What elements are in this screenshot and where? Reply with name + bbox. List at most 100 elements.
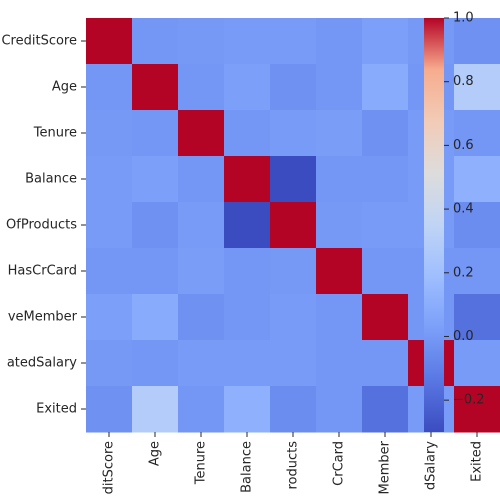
y-tick-label: atedSalary	[7, 356, 77, 371]
y-tick-label: veMember	[8, 310, 78, 325]
heatmap-cell	[454, 202, 500, 249]
heatmap-cell	[454, 340, 500, 387]
heatmap-cell	[132, 386, 179, 433]
y-axis: CreditScore Age Tenure Balance OfProducts Has…	[1, 34, 86, 417]
heatmap-cell	[316, 156, 363, 203]
heatmap-cell	[86, 386, 133, 433]
heatmap-cell	[270, 386, 317, 433]
colorbar-tick-label: 1.0	[453, 11, 474, 26]
x-tick-label: ditScore	[102, 441, 117, 494]
heatmap-cell	[86, 64, 133, 111]
y-tick-label: Age	[52, 80, 77, 95]
heatmap-cell	[316, 386, 363, 433]
heatmap-cell	[270, 18, 317, 65]
heatmap-cell	[362, 64, 409, 111]
heatmap-cell	[224, 156, 271, 203]
heatmap-cell	[270, 202, 317, 249]
x-tick-label: Tenure	[194, 441, 209, 485]
heatmap-cell	[132, 18, 179, 65]
heatmap-cell	[224, 202, 271, 249]
heatmap-cell	[362, 248, 409, 295]
heatmap-cell	[224, 110, 271, 157]
heatmap-cell	[362, 110, 409, 157]
heatmap-cell	[454, 110, 500, 157]
heatmap-cell	[362, 202, 409, 249]
heatmap-cell	[86, 110, 133, 157]
heatmap-cell	[270, 156, 317, 203]
heatmap-cell	[270, 64, 317, 111]
heatmap-cell	[362, 18, 409, 65]
heatmap-cell	[270, 248, 317, 295]
heatmap-cell	[454, 64, 500, 111]
heatmap-cell	[454, 294, 500, 341]
heatmap-cell	[86, 248, 133, 295]
heatmap-cell	[224, 294, 271, 341]
heatmap-cell	[316, 64, 363, 111]
colorbar-tick-label: 0.2	[453, 265, 474, 280]
heatmap-cell	[178, 294, 225, 341]
heatmap-cell	[316, 110, 363, 157]
heatmap-cell	[132, 248, 179, 295]
heatmap-cell	[316, 340, 363, 387]
heatmap-cell	[224, 386, 271, 433]
heatmap-cell	[86, 202, 133, 249]
colorbar-ticks: −0.2 0.0 0.2 0.4 0.6 0.8 1.0	[444, 11, 485, 408]
heatmap-cell	[454, 18, 500, 65]
heatmap-cell	[132, 202, 179, 249]
heatmap-cell	[454, 386, 500, 433]
x-tick-label: Age	[148, 441, 163, 466]
colorbar-tick-label: 0.0	[453, 329, 474, 344]
heatmap-cell	[178, 202, 225, 249]
colorbar	[424, 18, 444, 432]
heatmap-cell	[178, 340, 225, 387]
x-axis: ditScore Age Tenure Balance roducts CrCard Mem…	[102, 432, 485, 494]
x-tick-label: dSalary	[424, 441, 439, 490]
x-tick-label: Exited	[470, 441, 485, 482]
heatmap-cell	[86, 18, 133, 65]
heatmap-cell	[178, 110, 225, 157]
y-tick-label: HasCrCard	[8, 264, 77, 279]
heatmap-cell	[454, 248, 500, 295]
heatmap-cell	[316, 18, 363, 65]
colorbar-tick-label: 0.4	[453, 202, 474, 217]
x-tick-label: Member	[378, 440, 393, 494]
y-tick-label: CreditScore	[1, 34, 77, 49]
heatmap-cell	[178, 248, 225, 295]
x-tick-label: CrCard	[332, 441, 347, 486]
heatmap-cell	[224, 18, 271, 65]
heatmap-cell	[178, 156, 225, 203]
colorbar-tick-label: −0.2	[453, 393, 485, 408]
heatmap-cell	[178, 18, 225, 65]
heatmap-cell	[362, 294, 409, 341]
heatmap-cell	[362, 340, 409, 387]
heatmap-cell	[224, 248, 271, 295]
heatmap-cell	[132, 64, 179, 111]
heatmap-cell	[270, 294, 317, 341]
heatmap-cell	[270, 340, 317, 387]
y-tick-label: Exited	[36, 402, 77, 417]
x-tick-label: Balance	[240, 441, 255, 493]
y-tick-label: Balance	[25, 172, 77, 187]
heatmap-cell	[362, 386, 409, 433]
heatmap-cell	[132, 156, 179, 203]
heatmap-cell	[132, 110, 179, 157]
colorbar-tick-label: 0.8	[453, 74, 474, 89]
heatmap-cell	[454, 156, 500, 203]
heatmap-cell	[86, 340, 133, 387]
heatmap-cell	[224, 340, 271, 387]
heatmap-cell	[224, 64, 271, 111]
heatmap-cell	[270, 110, 317, 157]
heatmap-cell	[178, 386, 225, 433]
heatmap-cell	[316, 294, 363, 341]
x-tick-label: roducts	[286, 441, 301, 490]
heatmap-cell	[132, 340, 179, 387]
heatmap-cell	[362, 156, 409, 203]
heatmap-cell	[86, 294, 133, 341]
y-tick-label: Tenure	[33, 126, 77, 141]
heatmap-cell	[132, 294, 179, 341]
heatmap-cell	[86, 156, 133, 203]
heatmap-cell	[316, 248, 363, 295]
heatmap-cell	[316, 202, 363, 249]
y-tick-label: OfProducts	[6, 218, 77, 233]
